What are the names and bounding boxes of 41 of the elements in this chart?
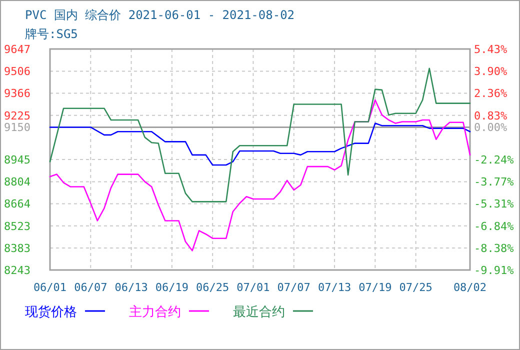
line-series bbox=[49, 68, 471, 202]
x-tick-label: 06/01 bbox=[33, 281, 67, 294]
y2-tick-label: 0.83% bbox=[474, 109, 508, 122]
y-tick-label: 8383 bbox=[4, 242, 30, 255]
x-tick-label: 07/19 bbox=[358, 281, 392, 294]
y2-tick-label: 0.00% bbox=[474, 121, 508, 134]
x-tick-label: 06/19 bbox=[155, 281, 188, 294]
chart-subtitle: 牌号:SG5 bbox=[25, 27, 78, 41]
chart-title: PVC 国内 综合价 2021-06-01 - 2021-08-02 bbox=[25, 8, 295, 22]
y2-tick-label: 5.43% bbox=[474, 43, 508, 56]
y2-tick-label: -3.77% bbox=[474, 176, 514, 189]
y-tick-label: 9506 bbox=[4, 65, 30, 78]
y-tick-label: 8243 bbox=[4, 264, 30, 277]
y-tick-label: 8804 bbox=[4, 176, 31, 189]
y2-tick-label: -8.38% bbox=[474, 242, 514, 255]
x-tick-label: 07/13 bbox=[318, 281, 352, 294]
x-tick-label: 07/01 bbox=[236, 281, 270, 294]
x-tick-label: 06/13 bbox=[114, 281, 148, 294]
x-tick-label: 07/25 bbox=[399, 281, 432, 294]
y-tick-label: 8664 bbox=[4, 198, 31, 211]
line-series bbox=[49, 99, 471, 252]
y2-tick-label: -2.24% bbox=[474, 154, 514, 166]
y-tick-label: 9225 bbox=[4, 109, 30, 122]
x-tick-label: 07/07 bbox=[277, 281, 310, 294]
y-tick-label: 9647 bbox=[4, 43, 30, 56]
legend-label: 现货价格 bbox=[25, 305, 77, 320]
y2-tick-label: -9.91% bbox=[474, 264, 514, 277]
x-tick-label: 06/07 bbox=[74, 281, 108, 294]
y2-tick-label: -6.84% bbox=[474, 220, 514, 233]
line-series bbox=[49, 122, 471, 166]
legend-label: 主力合约 bbox=[129, 304, 181, 320]
y2-tick-label: 3.90% bbox=[474, 65, 508, 78]
y2-tick-label: -5.31% bbox=[474, 198, 514, 211]
y2-tick-label: 2.36% bbox=[474, 87, 508, 100]
x-tick-label: 08/02 bbox=[453, 281, 487, 294]
y-tick-label: 9150 bbox=[4, 121, 30, 134]
y-tick-label: 8945 bbox=[4, 154, 30, 166]
y-tick-label: 8523 bbox=[4, 220, 30, 233]
legend-label: 最近合约 bbox=[233, 305, 285, 320]
y-tick-label: 9366 bbox=[4, 87, 30, 100]
x-tick-label: 06/25 bbox=[196, 281, 230, 294]
